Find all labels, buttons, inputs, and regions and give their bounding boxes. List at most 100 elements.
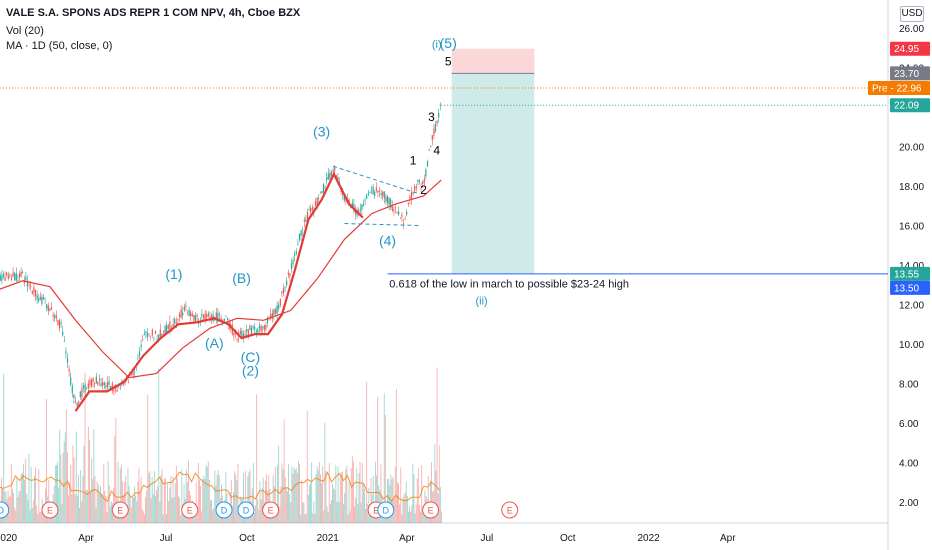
volume-bar (141, 509, 143, 523)
candle (337, 176, 339, 180)
volume-bar (125, 476, 127, 523)
volume-bar (412, 463, 414, 523)
candle (382, 191, 384, 197)
y-tick-label: 6.00 (899, 419, 919, 430)
volume-bar (365, 509, 366, 523)
volume-bar (312, 513, 314, 523)
volume-bar (348, 482, 350, 523)
candle (287, 272, 289, 275)
y-tick-label: 10.00 (899, 340, 924, 351)
volume-bar (408, 511, 409, 523)
y-tick-label: 8.00 (899, 380, 919, 391)
event-marker[interactable] (237, 501, 255, 519)
volume-bar (217, 470, 219, 523)
candle (255, 331, 257, 333)
candle (425, 169, 427, 177)
volume-bar (280, 486, 282, 523)
volume-bar (175, 465, 177, 523)
volume-bar (237, 463, 239, 523)
volume-bar (372, 475, 374, 523)
volume-bar (427, 475, 429, 523)
volume-bar (129, 495, 131, 523)
candle (87, 383, 89, 389)
candle (76, 403, 78, 406)
wave-label: (2) (242, 363, 259, 379)
volume-bar (422, 506, 424, 523)
volume-bar (421, 464, 423, 523)
candle (146, 332, 149, 338)
volume-bar (115, 417, 117, 523)
volume-bar (174, 482, 176, 523)
volume-bar (128, 486, 130, 523)
volume-bar (211, 499, 212, 523)
volume-bar (120, 464, 122, 523)
volume-bar (278, 445, 280, 523)
volume-bar (397, 482, 398, 523)
candle (110, 386, 112, 389)
event-marker[interactable] (262, 501, 280, 519)
event-marker[interactable] (111, 501, 129, 519)
candle (223, 318, 225, 322)
candle (374, 191, 376, 196)
currency-button[interactable]: USD (900, 6, 924, 22)
triangle-upper-line[interactable] (332, 165, 420, 195)
volume-bar (346, 465, 348, 523)
candle (62, 331, 64, 336)
triangle-lower-line[interactable] (344, 223, 420, 226)
volume-bar (93, 429, 95, 523)
volume-bar (332, 484, 333, 523)
volume-bar (345, 469, 347, 523)
volume-bar (23, 464, 24, 523)
event-marker[interactable] (377, 501, 395, 519)
volume-bar (3, 373, 5, 523)
volume-bar (311, 462, 313, 523)
target-zone[interactable] (451, 73, 535, 274)
candle (65, 351, 67, 353)
volume-bar (54, 465, 56, 523)
wave-label: (1) (165, 266, 182, 282)
y-tick-label: 14.00 (899, 261, 924, 272)
candle (68, 368, 70, 372)
volume-bar (324, 422, 326, 523)
candle (82, 385, 85, 388)
volume-bar (301, 480, 303, 523)
stop-loss-zone[interactable] (451, 48, 535, 74)
candle (260, 325, 262, 332)
volume-bar (431, 462, 432, 523)
plot-area[interactable] (0, 0, 888, 523)
volume-indicator-label[interactable]: Vol (20) (6, 25, 44, 37)
volume-bar (152, 493, 154, 523)
candle (306, 211, 309, 219)
volume-bar (279, 506, 281, 523)
volume-bar (277, 465, 278, 523)
volume-bar (356, 467, 358, 523)
volume-bar (398, 483, 399, 523)
event-marker[interactable] (422, 501, 440, 519)
candle (71, 385, 73, 394)
ma-indicator-label[interactable]: MA · 1D (50, close, 0) (6, 40, 113, 52)
volume-bar (139, 491, 141, 523)
event-marker[interactable] (181, 501, 199, 519)
volume-bar (157, 486, 159, 523)
volume-bar (21, 472, 23, 523)
candle (393, 209, 395, 211)
event-marker[interactable] (41, 501, 59, 519)
candle (412, 192, 414, 194)
candle (258, 325, 261, 329)
event-marker[interactable] (215, 501, 233, 519)
event-marker[interactable] (0, 501, 10, 519)
event-marker-label: E (47, 506, 53, 516)
volume-bar (238, 513, 240, 523)
candle (409, 196, 411, 199)
candle (362, 204, 365, 206)
volume-bar (169, 487, 171, 523)
event-marker[interactable] (501, 501, 519, 519)
candle (55, 315, 57, 319)
volume-bar (72, 445, 74, 523)
candle (118, 386, 120, 387)
volume-bar (95, 507, 97, 523)
volume-bar (403, 494, 405, 523)
volume-bar (417, 468, 419, 523)
volume-bar (344, 492, 346, 523)
